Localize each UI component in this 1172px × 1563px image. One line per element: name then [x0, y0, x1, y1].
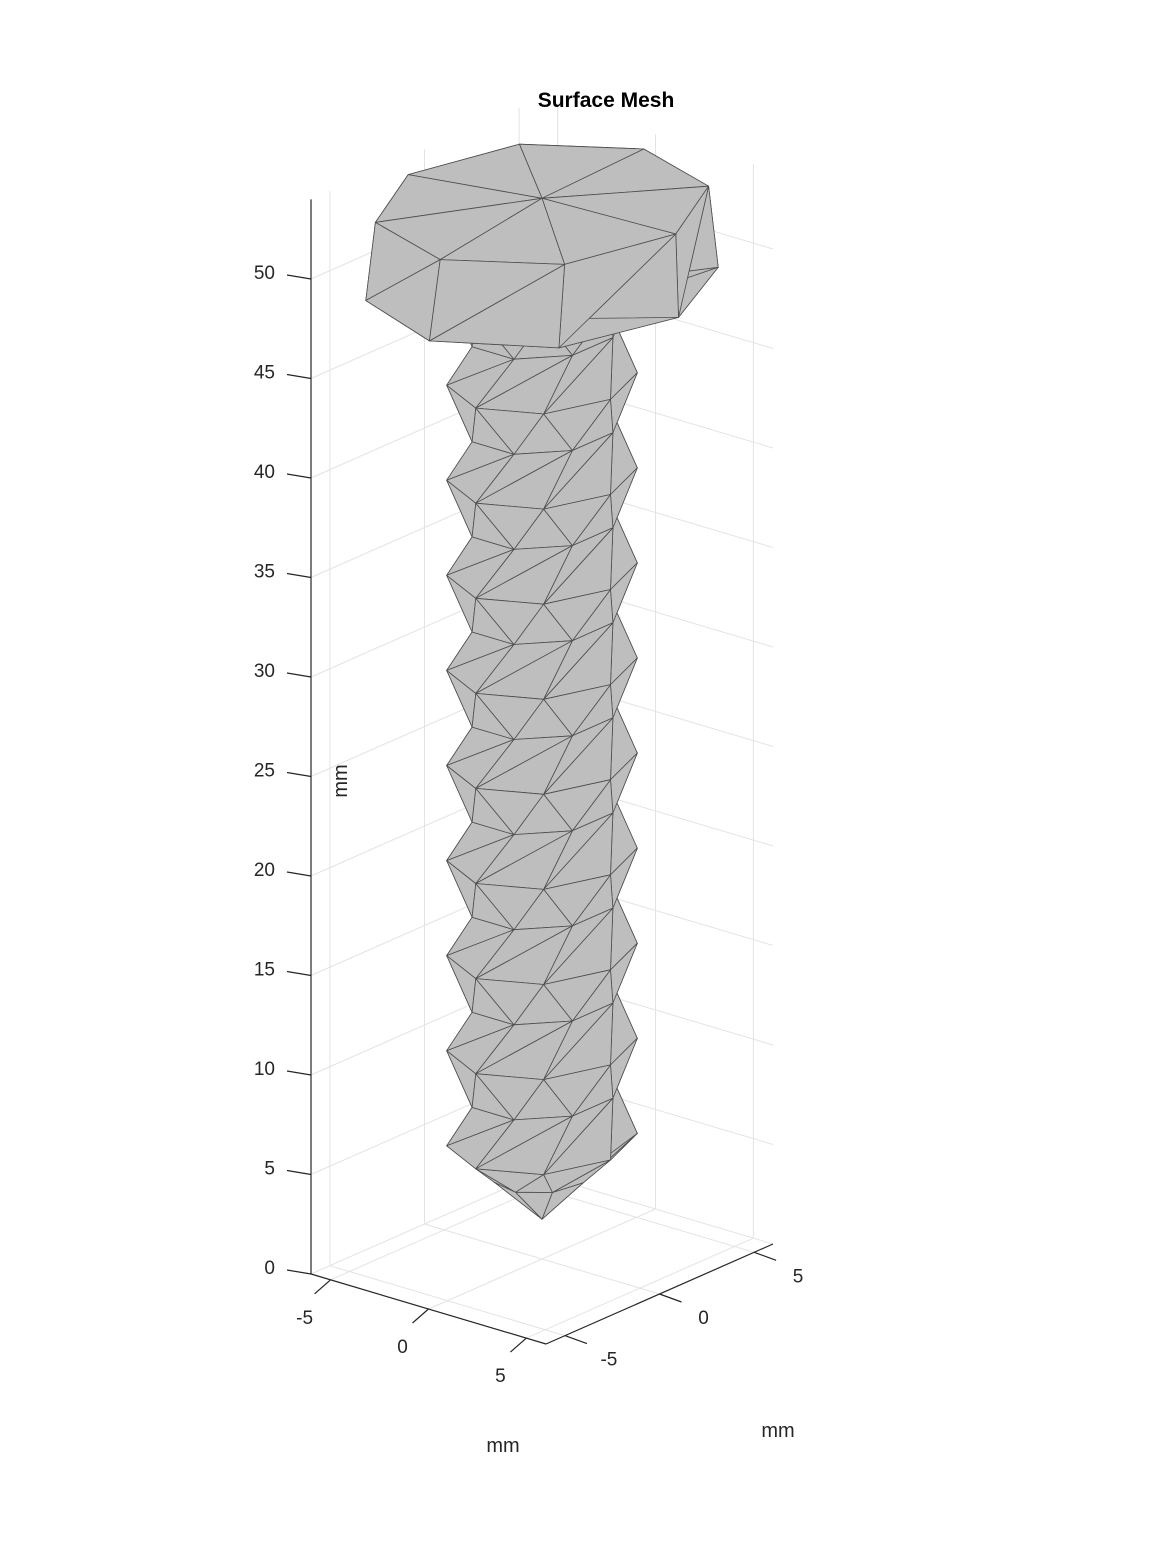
z-tick-label: 35	[254, 562, 275, 583]
z-tick-label: 45	[254, 363, 275, 384]
axes-layer: 0 5 10 15 20 25 30 35 40 45 50 -5 0 5 -5 0 5	[254, 199, 804, 1387]
chart-title: Surface Mesh	[538, 89, 675, 112]
z-tick-mark	[286, 672, 312, 678]
z-tick-mark	[286, 970, 312, 977]
z-tick-label: 40	[254, 462, 275, 483]
y-tick-label: -5	[600, 1350, 617, 1371]
z-tick-mark	[286, 1169, 312, 1176]
mesh-facet	[475, 502, 544, 550]
z-tick-label: 20	[254, 860, 275, 881]
mesh-facet	[475, 1115, 573, 1175]
surface-mesh	[365, 143, 719, 1220]
z-tick-mark	[286, 1269, 312, 1275]
z-tick-label: 15	[254, 960, 275, 981]
mesh-facet	[475, 407, 544, 455]
x-tick-label: -5	[296, 1308, 313, 1329]
mesh-facet	[475, 788, 544, 835]
mesh-facet	[475, 597, 544, 645]
mesh-facet	[475, 978, 544, 1026]
z-tick-label: 25	[254, 761, 275, 782]
x-tick-label: 5	[495, 1366, 506, 1387]
mesh-facet	[475, 883, 544, 931]
mesh-facet	[475, 1073, 544, 1121]
grid-line-y-floor	[329, 1265, 566, 1337]
x-tick-label: 0	[397, 1337, 408, 1358]
z-tick-label: 30	[254, 661, 275, 682]
z-tick-label: 10	[254, 1059, 275, 1080]
mesh-facet	[428, 259, 565, 342]
z-axis-label: mm	[330, 764, 352, 797]
grid-line-z-left	[310, 1173, 539, 1275]
z-tick-mark	[286, 473, 312, 479]
y-tick-mark	[753, 1251, 777, 1261]
x-tick-mark	[510, 1337, 527, 1353]
z-tick-label: 5	[264, 1159, 275, 1180]
y-tick-label: 5	[793, 1266, 804, 1287]
z-tick-label: 50	[254, 263, 275, 284]
z-tick-mark	[286, 871, 312, 877]
y-tick-mark	[564, 1335, 588, 1345]
mesh-facet	[475, 693, 544, 740]
x-tick-mark	[314, 1279, 331, 1295]
grid-line-y-floor	[424, 1223, 660, 1295]
x-axis-label: mm	[486, 1435, 519, 1457]
x-tick-mark	[412, 1308, 429, 1324]
z-tick-mark	[286, 1070, 312, 1076]
y-axis-label: mm	[761, 1420, 794, 1442]
y-tick-mark	[659, 1293, 682, 1303]
z-tick-mark	[286, 572, 312, 579]
z-tick-mark	[286, 274, 312, 280]
y-tick-label: 0	[698, 1308, 709, 1329]
z-tick-label: 0	[264, 1258, 275, 1279]
z-tick-mark	[286, 373, 312, 380]
z-tick-mark	[286, 771, 312, 778]
